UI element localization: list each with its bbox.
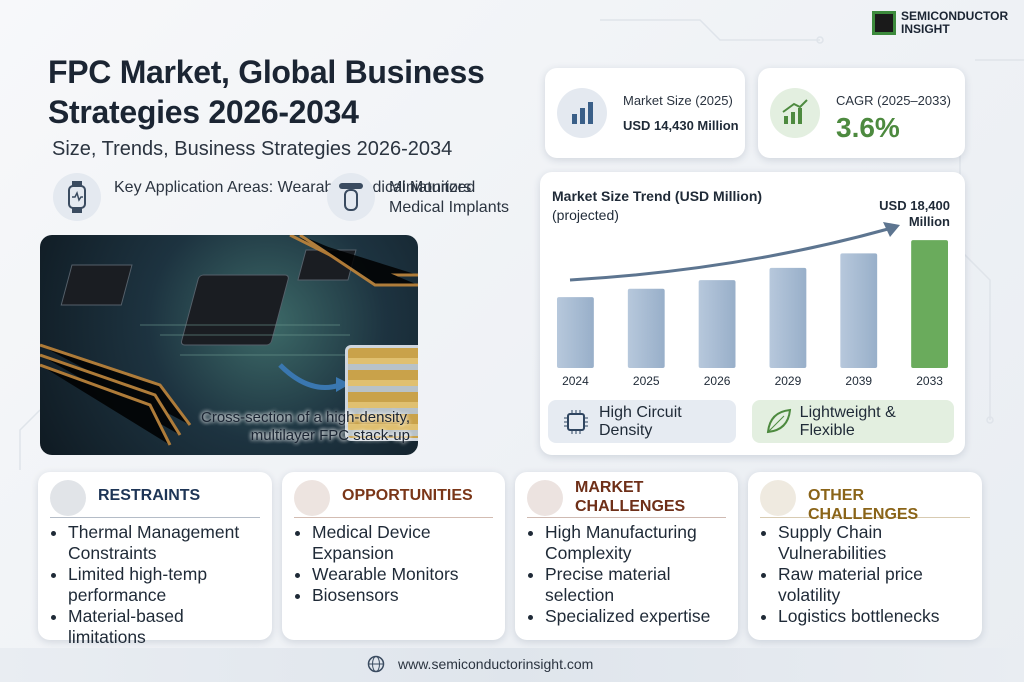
bullet-item: Specialized expertise (545, 606, 728, 627)
x-tick-label: 2029 (775, 374, 802, 388)
panel-title: RESTRAINTS (98, 487, 201, 504)
bar (627, 288, 665, 368)
leaf-icon (766, 408, 792, 433)
cross-section-inset (345, 345, 418, 441)
pcb-drawing (40, 235, 418, 446)
panel-rule (294, 517, 493, 518)
bullet-item: High Manufacturing Complexity (545, 522, 728, 564)
logo-mark (872, 11, 896, 35)
cagr-card: CAGR (2025–2033) 3.6% (758, 68, 965, 158)
logo-line: SEMICONDUCTOR (901, 9, 1009, 23)
pcb-image: Cross-section of a high-density, multila… (40, 235, 418, 455)
chart: 2024 2025 2026 2029 2039 2033 (557, 222, 948, 388)
bullet-item: Supply Chain Vulnerabilities (778, 522, 972, 564)
bullet-item: Biosensors (312, 585, 495, 606)
title: FPC Market, Global Business Strategies 2… (48, 54, 485, 130)
implant-glyph (339, 183, 363, 211)
stat-value: 3.6% (836, 112, 900, 143)
panel-icon (760, 480, 796, 516)
chart-card: Market Size Trend (USD Million) (project… (540, 172, 965, 455)
x-tick-label: 2026 (704, 374, 731, 388)
bullet-list: Medical Device ExpansionWearable Monitor… (294, 522, 495, 606)
bar (840, 253, 878, 368)
bullet-item: Wearable Monitors (312, 564, 495, 585)
logo-line: INSIGHT (901, 22, 950, 36)
bullet-list: High Manufacturing ComplexityPrecise mat… (527, 522, 728, 627)
image-caption: Cross-section of a high-density, multila… (201, 409, 410, 444)
market-size-card: Market Size (2025) USD 14,430 Million (545, 68, 745, 158)
stat-value: USD 14,430 Million (623, 118, 739, 133)
feature-text: Lightweight & Flexible (799, 403, 896, 439)
subtitle: Size, Trends, Business Strategies 2026-2… (52, 138, 453, 160)
feature-pill: Lightweight & Flexible (752, 400, 954, 443)
footer: www.semiconductorinsight.com (0, 648, 1024, 682)
panel: OPPORTUNITIES Medical Device ExpansionWea… (282, 472, 505, 640)
globe-icon (367, 655, 385, 673)
bar-icon (557, 88, 607, 138)
x-tick-label: 2025 (633, 374, 660, 388)
panel-title: OPPORTUNITIES (342, 487, 473, 504)
panel-rule (50, 517, 260, 518)
growth-glyph (782, 99, 808, 124)
watch-glyph (68, 181, 86, 213)
x-tick-label: 2039 (845, 374, 872, 388)
bar (698, 280, 736, 368)
panel-rule (760, 517, 970, 518)
panel-icon (527, 480, 563, 516)
footer-url[interactable]: www.semiconductorinsight.com (398, 656, 594, 672)
panel: MARKET CHALLENGES High Manufacturing Comp… (515, 472, 738, 640)
bullet-item: Thermal Management Constraints (68, 522, 262, 564)
application: Miniaturized Medical Implants (389, 179, 510, 216)
value-label: USD 18,400 Million (879, 198, 950, 230)
bullet-item: Material-based limitations (68, 606, 262, 648)
panel: RESTRAINTS Thermal Management Constraints… (38, 472, 272, 647)
stat-label: CAGR (2025–2033) (836, 93, 951, 108)
growth-icon (770, 88, 820, 138)
x-tick-label: 2024 (562, 374, 589, 388)
feature-pill: High Circuit Density (548, 400, 736, 443)
panel-rule (527, 517, 726, 518)
panel-icon (294, 480, 330, 516)
x-tick-label: 2033 (916, 374, 943, 388)
bullet-item: Medical Device Expansion (312, 522, 495, 564)
panel-icon (50, 480, 86, 516)
feature-text: High Circuit Density (599, 403, 682, 439)
watch-icon (53, 173, 101, 221)
application: Key Application Areas: Wearable Medical … (114, 179, 472, 196)
bullet-item: Limited high-temp performance (68, 564, 262, 606)
chart-title: Market Size Trend (USD Million) (552, 188, 763, 204)
implant-icon (327, 173, 375, 221)
bar (557, 297, 594, 368)
bullet-item: Precise material selection (545, 564, 728, 606)
logo-text: SEMICONDUCTOR INSIGHT (901, 10, 1008, 36)
panel-title: OTHER CHALLENGES (808, 487, 919, 523)
bullet-list: Supply Chain VulnerabilitiesRaw material… (760, 522, 972, 627)
stat-label: Market Size (2025) (623, 93, 733, 108)
panel-title: MARKET CHALLENGES (575, 479, 686, 515)
bullet-list: Thermal Management ConstraintsLimited hi… (50, 522, 262, 648)
chip-icon (564, 409, 588, 434)
bar-glyph (572, 102, 593, 124)
panel: OTHER CHALLENGESSupply Chain Vulnerabili… (748, 472, 982, 640)
bar (769, 267, 807, 368)
trend-arrowhead (883, 222, 900, 237)
bullet-item: Raw material price volatility (778, 564, 972, 606)
trend-arrow (569, 227, 889, 282)
bullet-item: Logistics bottlenecks (778, 606, 972, 627)
chart-subtitle: (projected) (552, 207, 619, 223)
bar (911, 240, 948, 368)
